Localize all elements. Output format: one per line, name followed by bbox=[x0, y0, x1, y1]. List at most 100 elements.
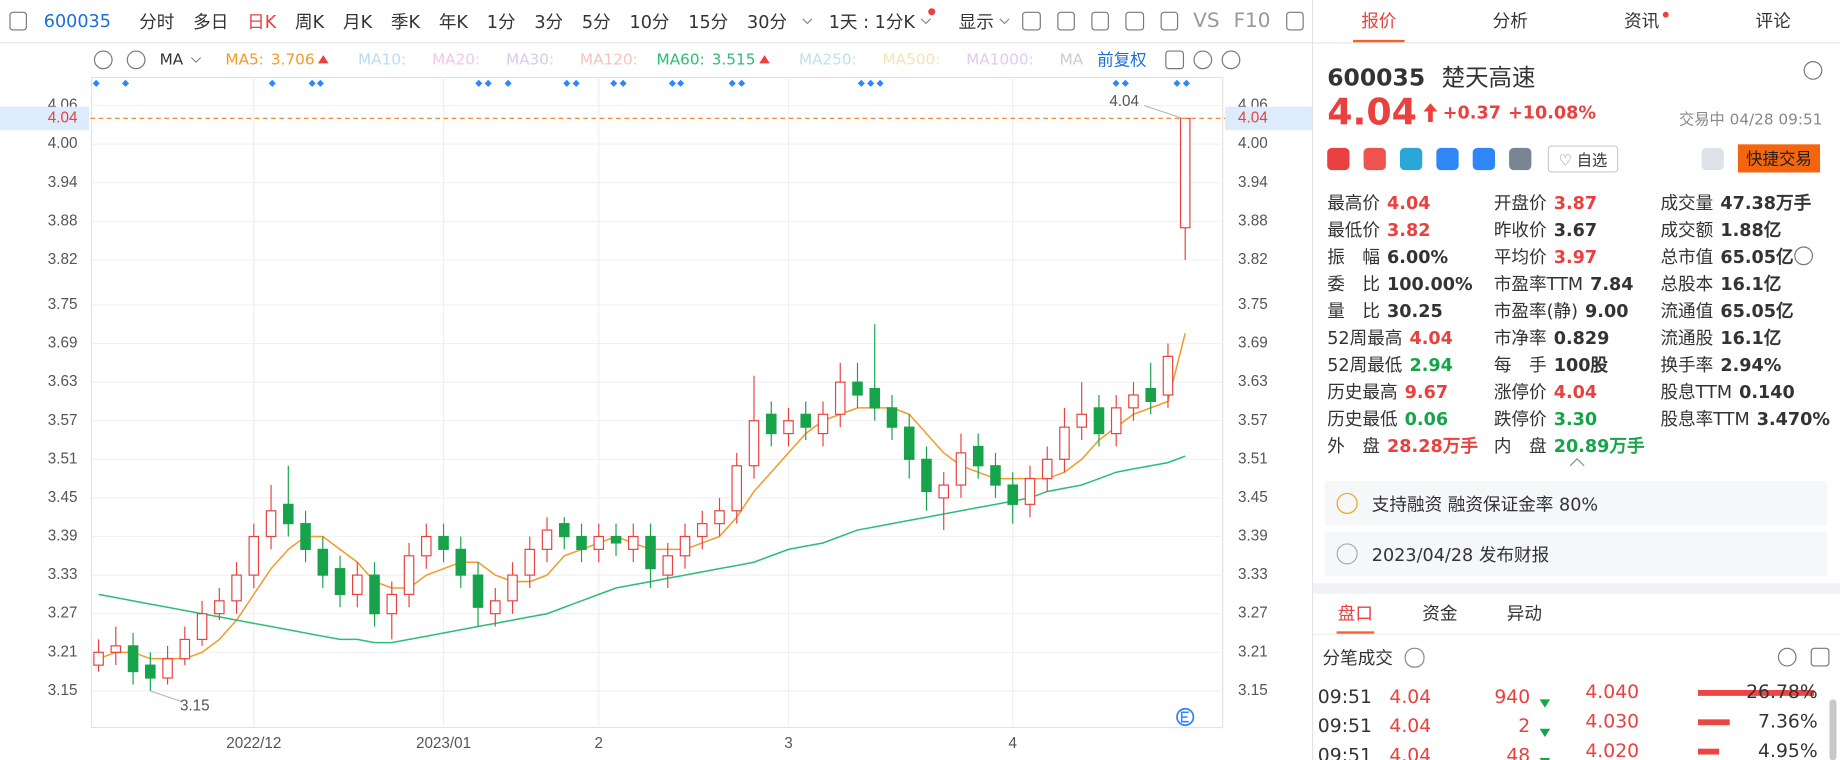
icon[interactable] bbox=[1125, 11, 1144, 31]
candle-body bbox=[403, 555, 415, 595]
icon[interactable] bbox=[9, 11, 28, 31]
period-tab[interactable]: 10分 bbox=[629, 11, 670, 33]
candle-body bbox=[576, 535, 587, 550]
period-tab[interactable]: 30分 bbox=[747, 11, 788, 33]
y-tick-label: 3.75 bbox=[48, 296, 78, 313]
stat-value: 7.84 bbox=[1590, 273, 1634, 295]
stat-cell: 量 比 30.25 bbox=[1327, 298, 1443, 323]
stat-label: 成交量 bbox=[1660, 192, 1714, 214]
display-select[interactable]: 显示 bbox=[958, 11, 994, 33]
notice-dot bbox=[1662, 11, 1669, 18]
trend-arrow bbox=[1539, 699, 1551, 708]
period-tab[interactable]: 年K bbox=[438, 11, 468, 33]
period-tab[interactable]: 分时 bbox=[139, 11, 175, 33]
stat-label: 市净率 bbox=[1493, 327, 1547, 349]
notice[interactable]: 2023/04/28 发布财报 bbox=[1324, 531, 1828, 577]
f10-button[interactable]: F10 bbox=[1233, 9, 1271, 33]
panel-tab[interactable]: 资金 bbox=[1398, 594, 1482, 634]
icon[interactable] bbox=[1091, 11, 1110, 31]
tab-label: 分析 bbox=[1492, 10, 1528, 32]
period-tab[interactable]: 季K bbox=[390, 11, 421, 33]
candle-body bbox=[610, 535, 622, 544]
feature-icon[interactable] bbox=[1436, 147, 1459, 170]
icon[interactable] bbox=[1159, 11, 1178, 31]
icon[interactable] bbox=[1221, 50, 1241, 70]
tab[interactable]: 评论 bbox=[1707, 0, 1838, 42]
icon[interactable] bbox=[1285, 11, 1304, 31]
stat-label: 涨停价 bbox=[1493, 381, 1547, 403]
settings-icon[interactable] bbox=[1803, 61, 1823, 80]
period-tab[interactable]: 5分 bbox=[581, 11, 611, 33]
watch-button[interactable]: ♡ 自选 bbox=[1547, 144, 1618, 172]
period-tab[interactable]: 日K bbox=[247, 11, 277, 33]
range-select[interactable]: 1天 : 1分K bbox=[828, 11, 915, 33]
period-tab[interactable]: 1分 bbox=[486, 11, 516, 33]
level-price: 4.030 bbox=[1585, 709, 1640, 733]
signal-marker bbox=[308, 79, 316, 87]
ellipsis-icon[interactable] bbox=[1794, 246, 1814, 266]
trend-arrow bbox=[318, 55, 329, 64]
stat-cell: 外 盘 28.28万手 bbox=[1327, 433, 1478, 458]
panel-tab[interactable]: 盘口 bbox=[1313, 594, 1397, 634]
stat-value: 4.04 bbox=[1409, 327, 1453, 349]
price-tag bbox=[0, 106, 90, 131]
notice[interactable]: 支持融资 融资保证金率 80% bbox=[1324, 481, 1828, 526]
stat-label: 市盈率(静) bbox=[1493, 300, 1578, 322]
period-tab[interactable]: 多日 bbox=[193, 11, 229, 33]
list-icon[interactable] bbox=[1810, 647, 1830, 667]
stat-label: 历史最高 bbox=[1327, 381, 1398, 403]
icon[interactable] bbox=[93, 50, 113, 70]
candle-body bbox=[352, 574, 363, 595]
candle-body bbox=[662, 555, 674, 576]
icon[interactable] bbox=[1165, 50, 1185, 70]
more-icon[interactable] bbox=[1777, 647, 1797, 667]
ma-legend-name: MA120: bbox=[579, 51, 638, 69]
icon[interactable] bbox=[1193, 50, 1213, 70]
stat-label: 最低价 bbox=[1327, 219, 1381, 241]
candle-body bbox=[1041, 458, 1053, 480]
candle-body bbox=[248, 535, 260, 576]
tab[interactable]: 报价 bbox=[1313, 0, 1444, 43]
candle-body bbox=[558, 523, 570, 538]
icon[interactable] bbox=[1022, 11, 1041, 31]
trade-time: 09:51 bbox=[1317, 685, 1372, 708]
trade-time: 09:51 bbox=[1317, 743, 1372, 760]
icon[interactable] bbox=[1056, 11, 1075, 31]
ma-select[interactable]: MA bbox=[159, 51, 184, 69]
candle-body bbox=[645, 535, 656, 570]
y-tick-label: 3.15 bbox=[1238, 682, 1268, 699]
panel-tab[interactable]: 异动 bbox=[1482, 594, 1566, 634]
collapse-icon[interactable] bbox=[1569, 457, 1585, 467]
period-tab[interactable]: 15分 bbox=[688, 11, 729, 33]
trade-arrow-wrap bbox=[1536, 690, 1554, 712]
icon[interactable] bbox=[126, 50, 146, 70]
period-tab[interactable]: 月K bbox=[342, 11, 373, 33]
period-tab[interactable]: 3分 bbox=[534, 11, 564, 33]
feature-icon[interactable] bbox=[1399, 147, 1423, 170]
candle-body bbox=[162, 658, 173, 679]
price-tag-label: 4.04 bbox=[48, 109, 78, 126]
bell-icon[interactable] bbox=[1701, 147, 1724, 170]
stat-cell: 成交量 47.38万手 bbox=[1660, 190, 1811, 215]
adjust-select[interactable]: 前复权 bbox=[1097, 51, 1147, 71]
feature-icon[interactable] bbox=[1327, 147, 1350, 170]
candle-body bbox=[196, 613, 208, 641]
trade-time: 09:51 bbox=[1317, 714, 1372, 737]
tab[interactable]: 资讯 bbox=[1576, 0, 1707, 42]
stock-code: 600035 bbox=[1327, 63, 1426, 92]
signal-marker bbox=[619, 79, 627, 87]
feature-icon[interactable] bbox=[1363, 147, 1386, 170]
feature-icon[interactable] bbox=[1472, 147, 1496, 170]
info-icon[interactable] bbox=[1404, 647, 1425, 668]
stat-label: 历史最低 bbox=[1327, 408, 1398, 430]
vs-button[interactable]: VS bbox=[1193, 9, 1220, 33]
candle-body bbox=[1110, 407, 1122, 435]
period-tab[interactable]: 周K bbox=[295, 11, 325, 33]
stat-value: 4.04 bbox=[1387, 192, 1431, 214]
tab[interactable]: 分析 bbox=[1445, 0, 1576, 42]
stat-label: 成交额 bbox=[1660, 219, 1714, 241]
candle-body bbox=[265, 510, 277, 538]
up-arrow bbox=[1422, 103, 1437, 123]
feature-icon[interactable] bbox=[1509, 147, 1532, 170]
quick-trade-button[interactable]: 快捷交易 bbox=[1737, 144, 1821, 173]
